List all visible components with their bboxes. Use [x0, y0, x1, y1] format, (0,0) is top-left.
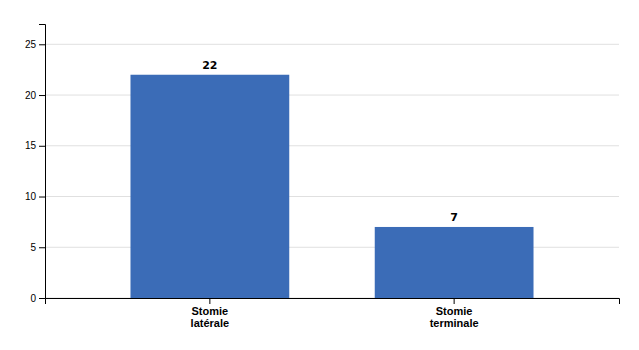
- bar: [130, 75, 289, 298]
- y-tick: 15: [25, 140, 45, 151]
- x-tick-label-line: latérale: [191, 317, 230, 329]
- y-axis-line: [39, 25, 46, 299]
- y-tick-mark: [39, 44, 45, 45]
- bars: [130, 75, 533, 298]
- y-tick: 10: [25, 191, 45, 202]
- y-tick-label: 0: [30, 293, 36, 304]
- x-tick-label-line: Stomie: [192, 305, 229, 317]
- data-label: 22: [202, 59, 217, 72]
- y-tick-mark: [39, 95, 45, 96]
- chart-container: 0510152025StomielatéraleStomieterminale2…: [0, 0, 639, 350]
- x-tick: Stomieterminale: [430, 298, 479, 329]
- x-axis-line: [46, 299, 620, 305]
- x-axis: StomielatéraleStomieterminale: [46, 298, 620, 329]
- chart: 0510152025StomielatéraleStomieterminale2…: [0, 0, 639, 350]
- bar: [375, 227, 534, 298]
- x-tick-label-line: terminale: [430, 317, 479, 329]
- y-tick-label: 10: [25, 191, 37, 202]
- y-tick-label: 25: [25, 39, 37, 50]
- data-label: 7: [450, 211, 458, 224]
- x-tick-label: Stomielatérale: [191, 305, 230, 330]
- y-axis: 0 5 10 15 20 25: [25, 25, 46, 304]
- x-tick-mark: [454, 298, 455, 304]
- x-tick-label: Stomieterminale: [430, 305, 479, 330]
- plot-area: 0510152025StomielatéraleStomieterminale2…: [25, 25, 620, 330]
- data-labels: 22 7: [202, 59, 458, 224]
- grid-line: [45, 44, 619, 45]
- y-tick-mark: [39, 146, 45, 147]
- y-tick: 0: [30, 293, 45, 304]
- y-tick: 25: [25, 39, 45, 50]
- y-tick-label: 20: [25, 90, 37, 101]
- x-tick-label-line: Stomie: [436, 305, 473, 317]
- y-tick: 5: [30, 242, 45, 253]
- grid: [45, 44, 619, 298]
- y-tick-mark: [39, 298, 45, 299]
- x-tick: Stomielatérale: [191, 298, 230, 329]
- y-tick-mark: [39, 247, 45, 248]
- y-tick: 20: [25, 90, 45, 101]
- y-tick-label: 15: [25, 140, 37, 151]
- y-tick-mark: [39, 197, 45, 198]
- y-tick-label: 5: [30, 242, 36, 253]
- x-tick-mark: [209, 298, 210, 304]
